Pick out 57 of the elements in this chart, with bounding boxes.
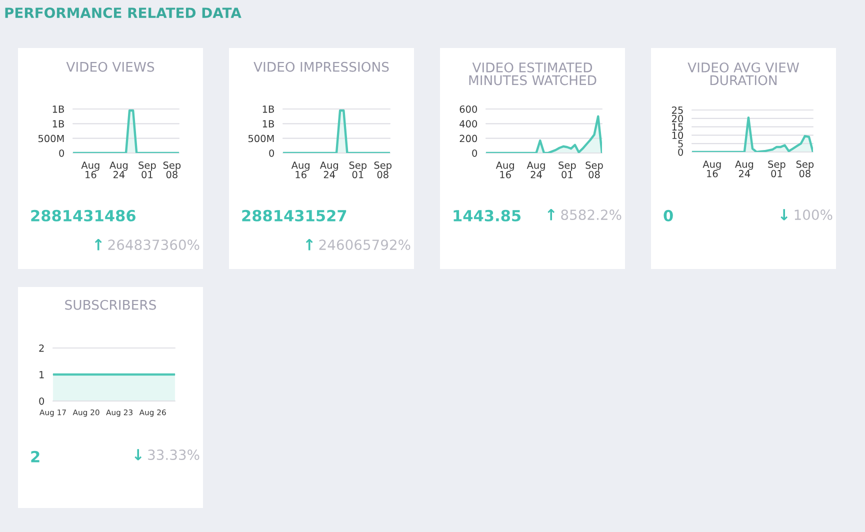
y-tick-label: 2 xyxy=(39,344,44,352)
x-tick-label: Aug 24 xyxy=(735,160,754,178)
chart-title: SUBSCRIBERS xyxy=(65,300,156,310)
chart-title: VIDEO ESTIMATED MINUTES WATCHED xyxy=(469,62,596,86)
y-tick-label: 1B xyxy=(52,106,64,113)
y-tick-label: 5 xyxy=(678,140,683,148)
text: ↑ xyxy=(306,239,313,250)
y-tick-label: 1 xyxy=(40,371,44,378)
x-tick-label: Sep 08 xyxy=(586,162,603,178)
y-tick-label: 200 xyxy=(460,134,478,142)
y-tick-label: 0 xyxy=(472,149,478,157)
x-tick-label: Sep 01 xyxy=(349,162,367,178)
y-tick-label: 600 xyxy=(460,105,478,113)
y-tick-label: 1B xyxy=(262,106,274,113)
x-tick-label: Sep 01 xyxy=(138,162,156,178)
x-tick-label: Aug 24 xyxy=(320,162,338,178)
x-tick-label: Sep 01 xyxy=(558,162,576,178)
text: 246065792% xyxy=(319,240,410,250)
y-tick-label: 500M xyxy=(248,134,274,142)
y-tick-label: 400 xyxy=(460,120,478,128)
text: 33.33% xyxy=(148,450,200,460)
y-tick-label: 500M xyxy=(38,134,64,142)
y-tick-label: 0 xyxy=(678,148,684,156)
text: 100% xyxy=(794,210,832,220)
chart-title: VIDEO IMPRESSIONS xyxy=(254,62,389,72)
y-tick-label: 10 xyxy=(672,132,684,140)
chart-title: VIDEO VIEWS xyxy=(66,62,154,72)
y-tick-label: 1B xyxy=(52,120,64,128)
y-tick-label: 0 xyxy=(39,397,44,405)
text: 264837360% xyxy=(108,240,200,250)
text: 2881431486 xyxy=(31,210,136,222)
y-tick-label: 20 xyxy=(672,114,684,122)
x-tick-label: Aug 24 xyxy=(110,162,128,178)
text: ↑ xyxy=(94,239,102,250)
text: ↓ xyxy=(780,209,788,220)
x-tick-label: Sep 08 xyxy=(374,162,392,178)
x-tick-label: Aug 16 xyxy=(702,160,721,178)
x-tick-label: Sep 01 xyxy=(768,160,786,178)
x-tick-label: Sep 08 xyxy=(796,160,814,178)
text: PERFORMANCE RELATED DATA xyxy=(5,8,242,18)
y-tick-label: 0 xyxy=(269,149,274,157)
y-tick-label: 0 xyxy=(59,149,64,157)
y-tick-label: 15 xyxy=(672,123,683,131)
text: 1443.85 xyxy=(454,210,521,222)
y-tick-label: 1B xyxy=(262,120,274,128)
text: 0 xyxy=(664,210,673,222)
text: ↑ xyxy=(548,209,555,220)
x-tick-label: Sep 08 xyxy=(163,162,181,178)
text: 2881431527 xyxy=(242,210,346,222)
text: ↓ xyxy=(134,449,142,460)
x-tick-label: Aug 16 xyxy=(81,162,100,178)
x-tick-label: Aug 16 xyxy=(496,162,514,178)
y-tick-label: 25 xyxy=(672,106,683,114)
x-tick-label: Aug 24 xyxy=(526,162,545,178)
chart-title: VIDEO AVG VIEW DURATION xyxy=(688,62,800,86)
x-tick-label: Aug 16 xyxy=(291,162,310,178)
text: 8582.2% xyxy=(561,210,622,220)
